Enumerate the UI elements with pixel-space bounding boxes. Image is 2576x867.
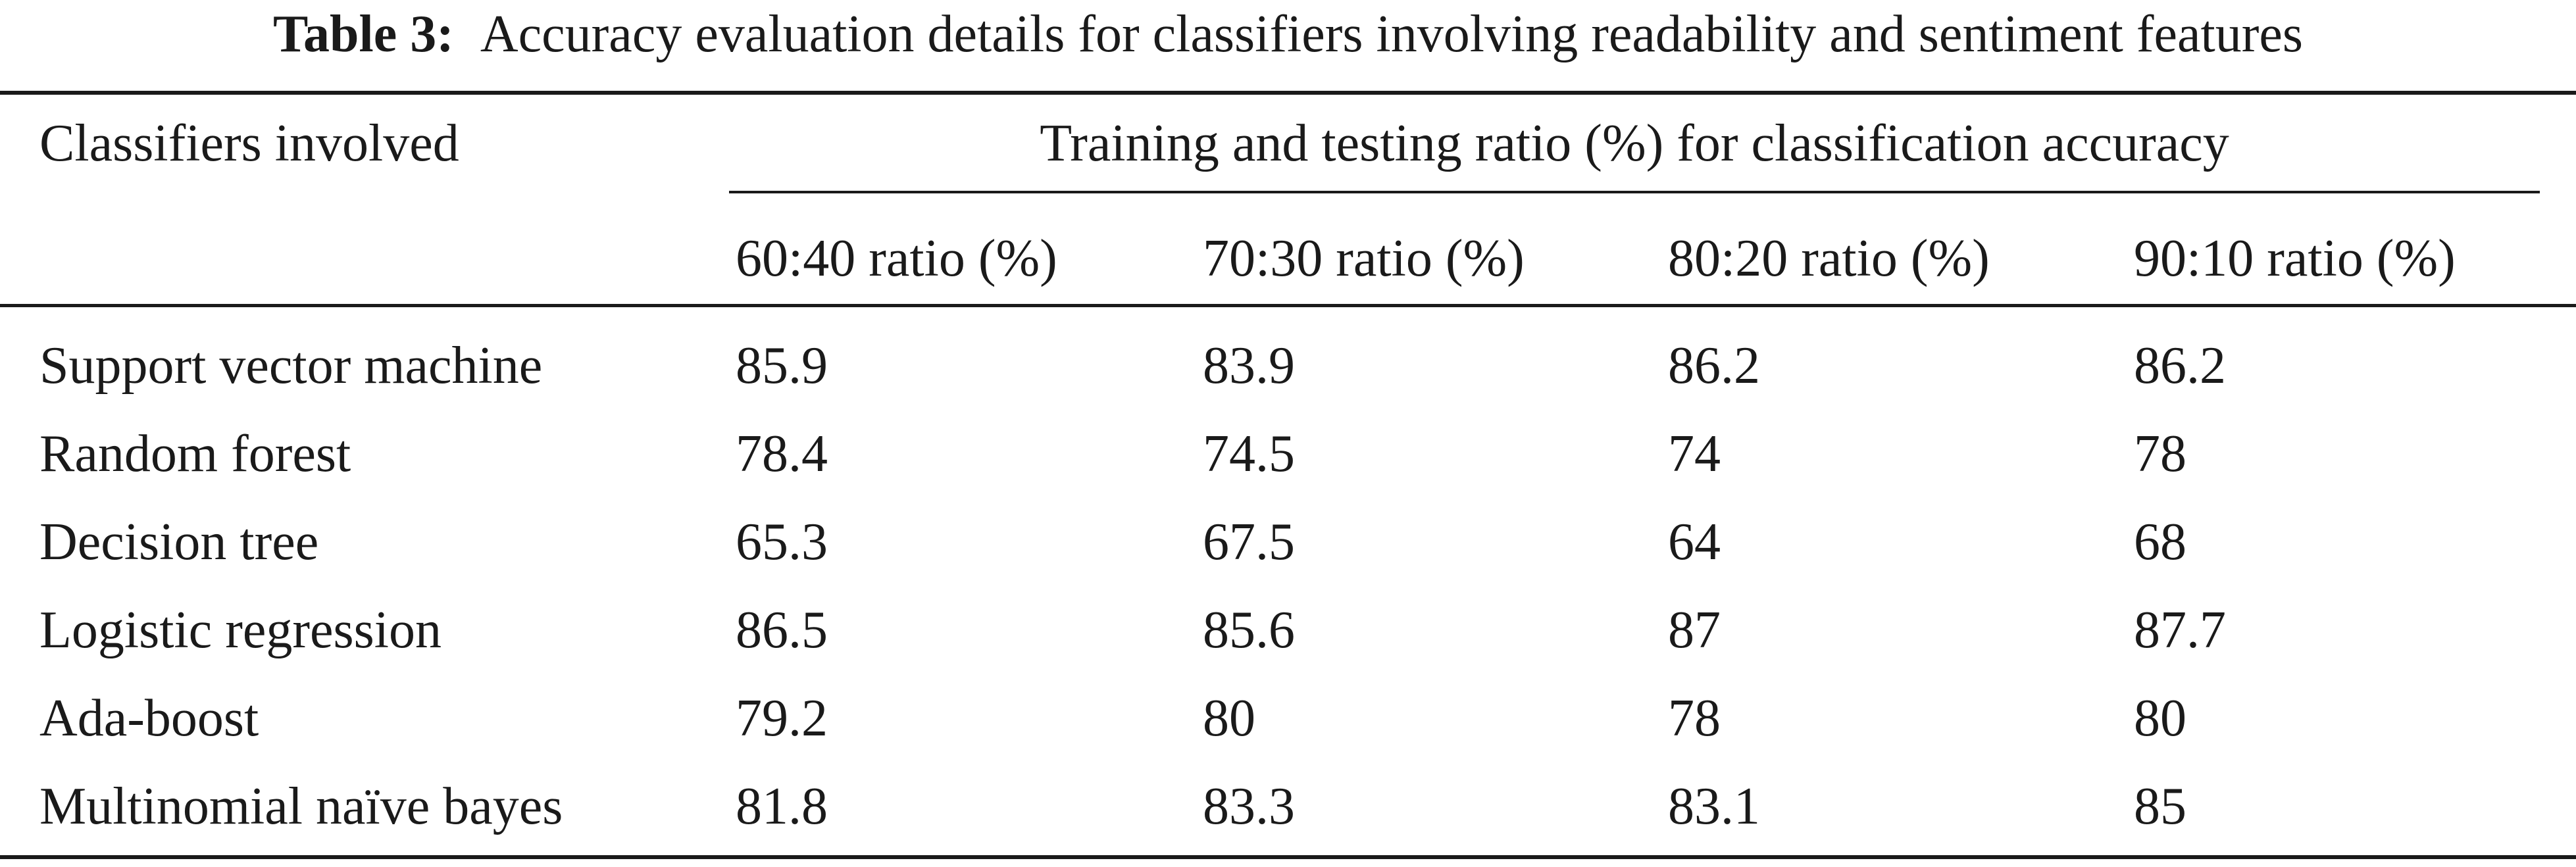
table-bottom-rule [0,855,2576,859]
row-label: Multinomial naïve bayes [39,778,563,835]
table-cell: 83.3 [1203,778,1295,835]
table-cell: 87 [1668,601,1721,659]
table-caption-text: Accuracy evaluation details for classifi… [480,5,2303,63]
table-cell: 78 [1668,689,1721,747]
table-cell: 78.4 [736,425,828,483]
table-cell: 86.2 [2134,337,2226,395]
row-label: Decision tree [39,513,319,571]
table-cell: 74 [1668,425,1721,483]
table-cell: 80 [1203,689,1255,747]
table-cell: 65.3 [736,513,828,571]
table-cell: 83.9 [1203,337,1295,395]
header-ratio-60-40: 60:40 ratio (%) [736,230,1057,287]
table-top-rule [0,91,2576,95]
table-caption-label: Table 3: [272,5,454,63]
table-cell: 81.8 [736,778,828,835]
header-ratio-80-20: 80:20 ratio (%) [1668,230,1990,287]
table-cell: 83.1 [1668,778,1760,835]
header-ratio-70-30: 70:30 ratio (%) [1203,230,1525,287]
row-label: Random forest [39,425,351,483]
header-ratio-group: Training and testing ratio (%) for class… [1040,114,2229,172]
table-header-rule [0,304,2576,307]
row-label: Ada-boost [39,689,259,747]
table-cell: 67.5 [1203,513,1295,571]
table-cell: 86.2 [1668,337,1760,395]
table-cell: 80 [2134,689,2186,747]
header-ratio-90-10: 90:10 ratio (%) [2134,230,2456,287]
row-label: Logistic regression [39,601,442,659]
table-cell: 68 [2134,513,2186,571]
header-group-rule [729,191,2540,193]
table-cell: 87.7 [2134,601,2226,659]
table-cell: 78 [2134,425,2186,483]
header-classifiers: Classifiers involved [39,114,459,172]
table-caption: Table 3: Accuracy evaluation details for… [0,0,2576,89]
row-label: Support vector machine [39,337,543,395]
table-cell: 74.5 [1203,425,1295,483]
table-cell: 64 [1668,513,1721,571]
table-cell: 85.6 [1203,601,1295,659]
table-cell: 85.9 [736,337,828,395]
table-cell: 86.5 [736,601,828,659]
table-cell: 79.2 [736,689,828,747]
table-cell: 85 [2134,778,2186,835]
